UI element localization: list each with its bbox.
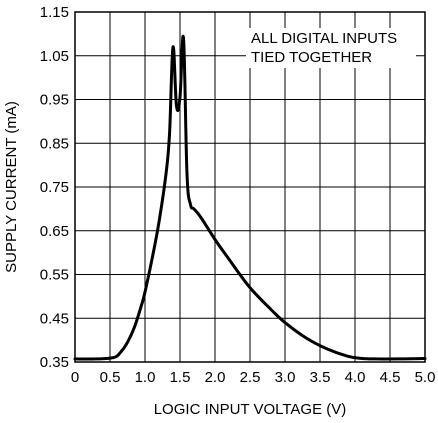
y-tick-label: 1.15 <box>40 4 69 21</box>
y-tick-label: 1.05 <box>40 48 69 65</box>
x-tick-label: 3.0 <box>275 369 296 386</box>
x-tick-label: 4.5 <box>380 369 401 386</box>
x-tick-label: 1.0 <box>135 369 156 386</box>
annotation-background <box>246 28 416 68</box>
x-tick-label: 0 <box>71 369 79 386</box>
y-axis-ticks: 0.35 0.45 0.55 0.65 0.75 0.85 0.95 1.05 1.15 <box>40 4 69 371</box>
y-tick-label: 0.45 <box>40 310 69 327</box>
y-tick-label: 0.35 <box>40 354 69 371</box>
y-tick-label: 0.85 <box>40 135 69 152</box>
y-tick-label: 0.95 <box>40 92 69 109</box>
x-tick-label: 2.0 <box>205 369 226 386</box>
supply-current-curve <box>73 34 427 361</box>
annotation-line-1: ALL DIGITAL INPUTS <box>251 30 397 47</box>
x-tick-label: 5.0 <box>415 369 436 386</box>
y-tick-label: 0.75 <box>40 179 69 196</box>
y-tick-label: 0.65 <box>40 223 69 240</box>
x-tick-label: 2.5 <box>240 369 261 386</box>
x-axis-ticks: 0 0.5 1.0 1.5 2.0 2.5 3.0 3.5 4.0 4.5 5.0 <box>71 369 436 386</box>
y-axis-label: SUPPLY CURRENT (mA) <box>3 101 20 273</box>
grid <box>75 12 425 362</box>
x-axis-label: LOGIC INPUT VOLTAGE (V) <box>154 401 347 418</box>
plot-frame <box>74 11 426 363</box>
x-tick-label: 4.0 <box>345 369 366 386</box>
y-tick-label: 0.55 <box>40 267 69 284</box>
x-tick-label: 0.5 <box>100 369 121 386</box>
annotation-line-2: TIED TOGETHER <box>251 49 372 66</box>
x-tick-label: 1.5 <box>170 369 191 386</box>
x-tick-label: 3.5 <box>310 369 331 386</box>
